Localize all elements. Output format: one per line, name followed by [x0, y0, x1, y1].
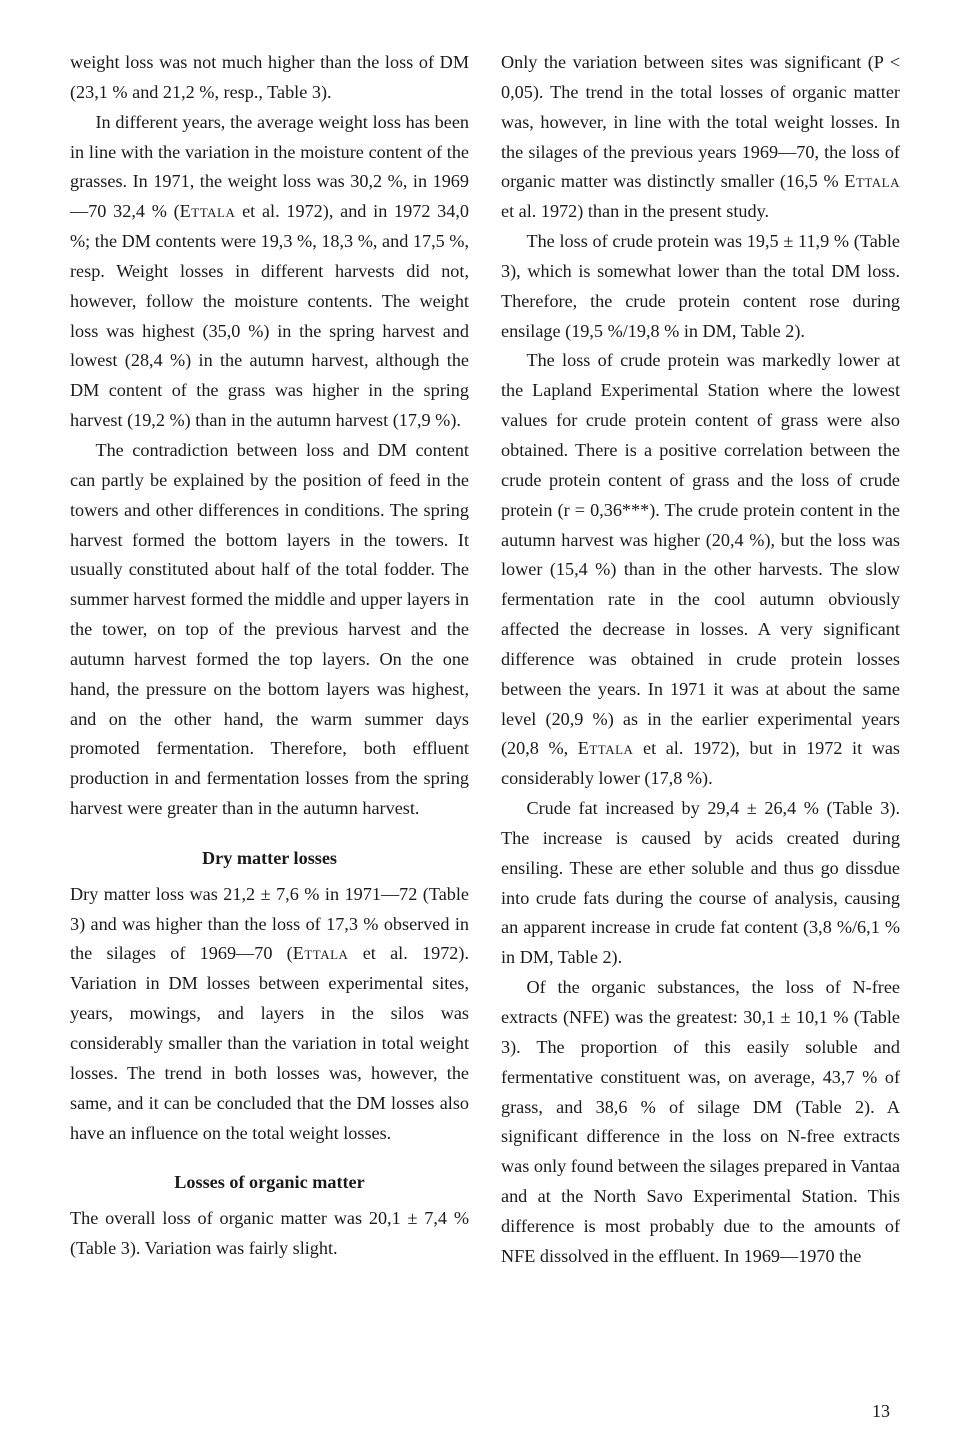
para-3-text: The contradiction between loss and DM co…	[70, 440, 469, 818]
rpara-1: Only the variation between sites was sig…	[501, 48, 900, 227]
rpara-2-text: The loss of crude protein was 19,5 ± 11,…	[501, 231, 900, 341]
rpara-3-a: The loss of crude protein was markedly l…	[501, 350, 900, 758]
heading-dry-matter: Dry matter losses	[70, 844, 469, 874]
page-number: 13	[872, 1397, 890, 1427]
rpara-3: The loss of crude protein was markedly l…	[501, 346, 900, 794]
rpara-5: Of the organic substances, the loss of N…	[501, 973, 900, 1271]
para-3: The contradiction between loss and DM co…	[70, 436, 469, 824]
rpara-1-sc: Ettala	[844, 171, 900, 191]
heading-organic-matter: Losses of organic matter	[70, 1168, 469, 1198]
para-4-b: et al. 1972). Variation in DM losses bet…	[70, 943, 469, 1142]
rpara-1-b: et al. 1972) than in the present study.	[501, 201, 769, 221]
rpara-4-text: Crude fat increased by 29,4 ± 26,4 % (Ta…	[501, 798, 900, 967]
text-columns: weight loss was not much higher than the…	[70, 48, 900, 1272]
para-1: weight loss was not much higher than the…	[70, 48, 469, 108]
rpara-4: Crude fat increased by 29,4 ± 26,4 % (Ta…	[501, 794, 900, 973]
rpara-5-text: Of the organic substances, the loss of N…	[501, 977, 900, 1266]
para-4: Dry matter loss was 21,2 ± 7,6 % in 1971…	[70, 880, 469, 1149]
para-2-b: et al. 1972), and in 1972 34,0 %; the DM…	[70, 201, 469, 430]
left-column: weight loss was not much higher than the…	[70, 48, 469, 1272]
rpara-2: The loss of crude protein was 19,5 ± 11,…	[501, 227, 900, 346]
para-5-text: The overall loss of organic matter was 2…	[70, 1208, 469, 1258]
para-1-text: weight loss was not much higher than the…	[70, 52, 469, 102]
para-2-sc: Ettala	[180, 201, 236, 221]
para-4-sc: Ettala	[293, 943, 349, 963]
right-column: Only the variation between sites was sig…	[501, 48, 900, 1272]
para-2: In different years, the average weight l…	[70, 108, 469, 436]
para-5: The overall loss of organic matter was 2…	[70, 1204, 469, 1264]
rpara-3-sc: Ettala	[578, 738, 634, 758]
rpara-1-a: Only the variation between sites was sig…	[501, 52, 900, 191]
